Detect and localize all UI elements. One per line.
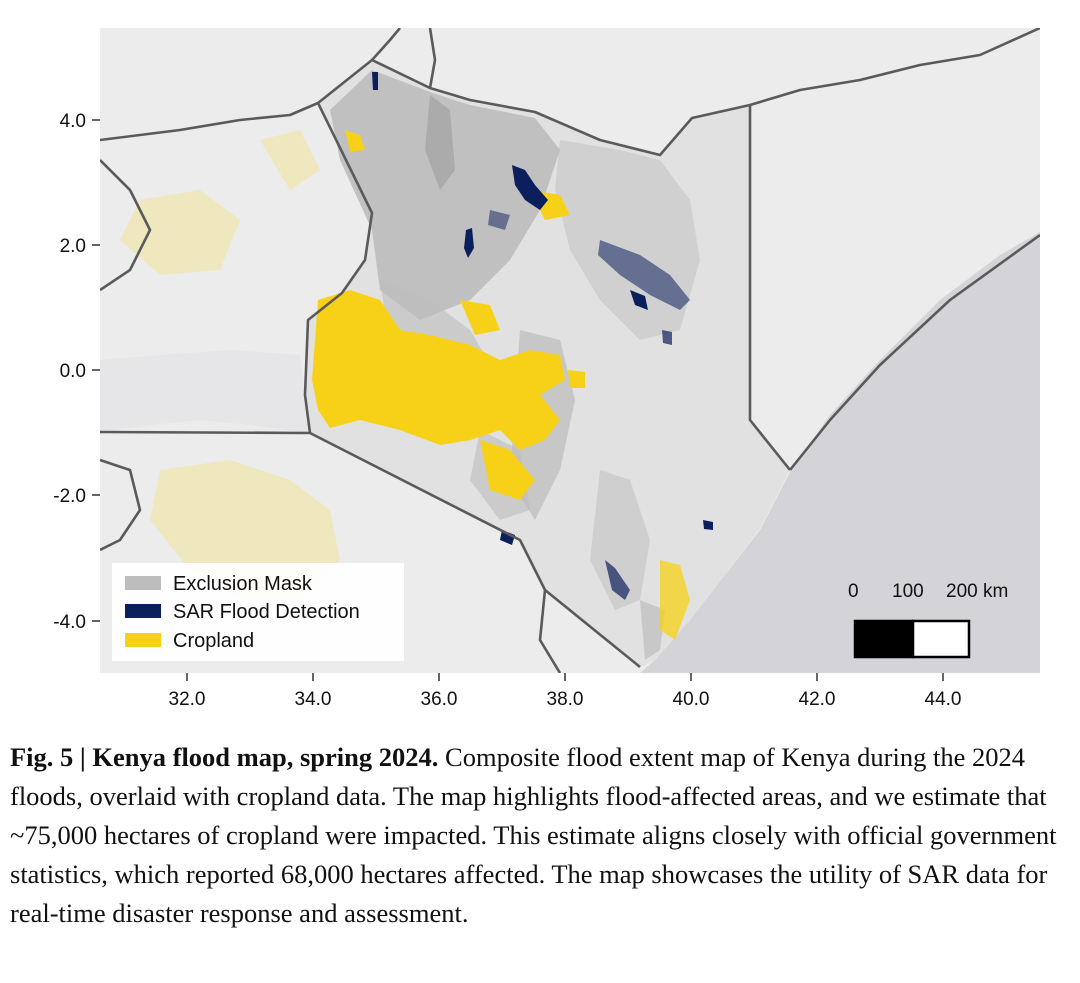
- y-tick-label-4: 4.0: [60, 111, 86, 132]
- legend-swatch-flood: [125, 604, 161, 618]
- x-axis: 32.0 34.0 36.0 38.0 40.0 42.0 44.0: [169, 673, 962, 710]
- x-tick-label-44: 44.0: [925, 689, 962, 710]
- scale-bar: 0 100 200 km: [848, 581, 1008, 659]
- x-tick-label-40: 40.0: [673, 689, 710, 710]
- scale-segment-black: [853, 619, 915, 659]
- scale-label-100: 100: [892, 581, 924, 602]
- kenya-flood-map: Exclusion Mask SAR Flood Detection Cropl…: [53, 28, 1040, 710]
- indian-ocean: [640, 232, 1040, 673]
- x-tick-label-36: 36.0: [421, 689, 458, 710]
- cropland-areas: [312, 130, 690, 640]
- legend-label-cropland: Cropland: [173, 630, 254, 652]
- x-tick-label-34: 34.0: [295, 689, 332, 710]
- sar-flood-detections: [372, 72, 713, 600]
- caption-label: Fig. 5 | Kenya flood map, spring 2024.: [10, 742, 439, 772]
- legend: Exclusion Mask SAR Flood Detection Cropl…: [112, 563, 404, 661]
- lake-victoria: [100, 350, 310, 433]
- country-borders: [100, 28, 1040, 673]
- x-tick-label-32: 32.0: [169, 689, 206, 710]
- y-tick-label-2: 2.0: [60, 236, 86, 257]
- legend-swatch-cropland: [125, 633, 161, 647]
- caption-text: Composite flood extent map of Kenya duri…: [10, 742, 1057, 928]
- map-panel: Exclusion Mask SAR Flood Detection Cropl…: [100, 28, 1040, 673]
- legend-label-exclusion: Exclusion Mask: [173, 573, 313, 595]
- y-axis: 4.0 2.0 0.0 -2.0 -4.0: [53, 111, 100, 633]
- x-tick-label-38: 38.0: [547, 689, 584, 710]
- y-tick-label-0: 0.0: [60, 361, 86, 382]
- legend-label-flood: SAR Flood Detection: [173, 601, 360, 623]
- y-tick-label-neg4: -4.0: [53, 612, 86, 633]
- scale-label-0: 0: [848, 581, 859, 602]
- x-tick-label-42: 42.0: [799, 689, 836, 710]
- figure-caption: Fig. 5 | Kenya flood map, spring 2024. C…: [10, 738, 1072, 933]
- scale-label-200: 200 km: [946, 581, 1008, 602]
- legend-swatch-exclusion: [125, 576, 161, 590]
- scale-segment-white: [911, 619, 971, 659]
- y-tick-label-neg2: -2.0: [53, 486, 86, 507]
